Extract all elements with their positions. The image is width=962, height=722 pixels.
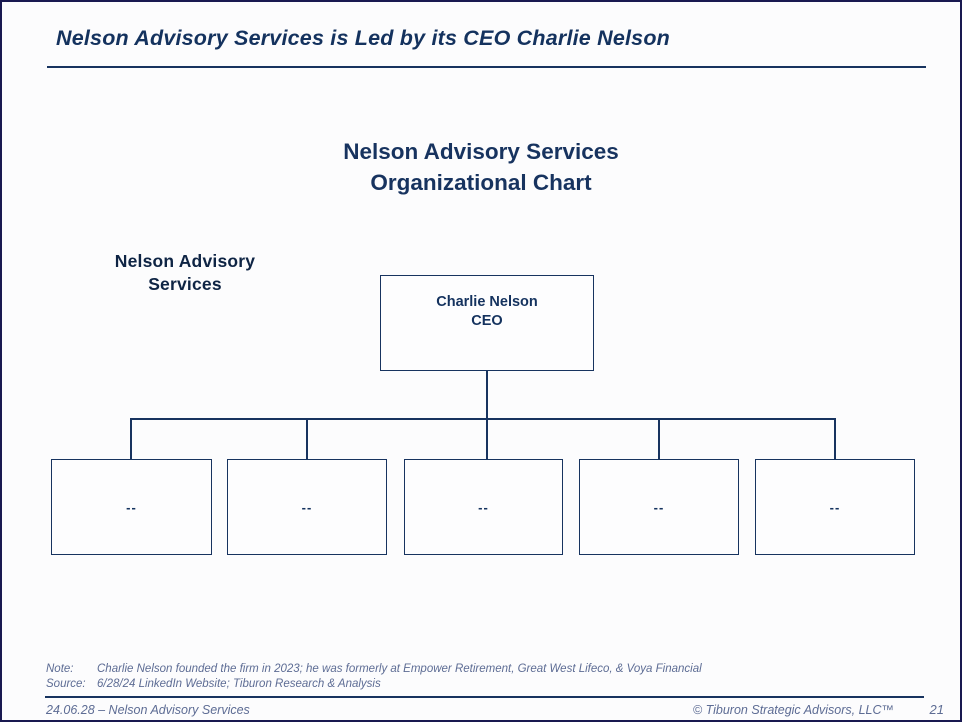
side-label-line1: Nelson Advisory: [114, 251, 256, 271]
chart-title-line1: Nelson Advisory Services: [343, 139, 619, 164]
child-3-label: --: [478, 499, 489, 515]
connector-drop-4: [658, 418, 660, 459]
org-box-child-4: --: [579, 459, 739, 555]
child-5-label: --: [829, 499, 841, 515]
slide-title: Nelson Advisory Services is Led by its C…: [56, 26, 671, 50]
connector-ceo-drop: [486, 371, 488, 459]
ceo-title: CEO: [471, 313, 503, 329]
note-text: Charlie Nelson founded the firm in 2023;…: [97, 663, 702, 675]
ceo-name: Charlie Nelson: [436, 294, 538, 310]
connector-drop-2: [306, 418, 308, 459]
child-1-label: --: [126, 499, 137, 515]
page-number: 21: [929, 702, 944, 717]
source-label: Source:: [46, 678, 86, 690]
org-box-child-2: --: [227, 459, 387, 555]
footer-rule: [45, 696, 924, 698]
org-box-child-1: --: [51, 459, 212, 555]
source-row: Source: 6/28/24 LinkedIn Website; Tiburo…: [46, 677, 702, 692]
source-text: 6/28/24 LinkedIn Website; Tiburon Resear…: [97, 678, 381, 690]
org-box-child-3: --: [404, 459, 563, 555]
footer-copyright: © Tiburon Strategic Advisors, LLC™: [692, 703, 894, 717]
chart-title: Nelson Advisory Services Organizational …: [2, 136, 960, 198]
chart-title-line2: Organizational Chart: [370, 170, 592, 195]
connector-drop-5: [834, 418, 836, 459]
side-label-line2: Services: [148, 274, 222, 294]
footnotes: Note: Charlie Nelson founded the firm in…: [46, 662, 702, 692]
side-label: Nelson Advisory Services: [90, 250, 280, 296]
connector-horizontal-spine: [131, 418, 836, 420]
title-underline: [47, 66, 926, 68]
child-4-label: --: [653, 499, 665, 515]
child-2-label: --: [301, 499, 313, 515]
note-label: Note:: [46, 663, 74, 675]
footer-left-text: 24.06.28 – Nelson Advisory Services: [46, 703, 250, 717]
note-row: Note: Charlie Nelson founded the firm in…: [46, 662, 702, 677]
org-box-child-5: --: [755, 459, 915, 555]
connector-drop-1: [130, 418, 132, 459]
org-box-ceo: Charlie Nelson CEO: [380, 275, 594, 371]
